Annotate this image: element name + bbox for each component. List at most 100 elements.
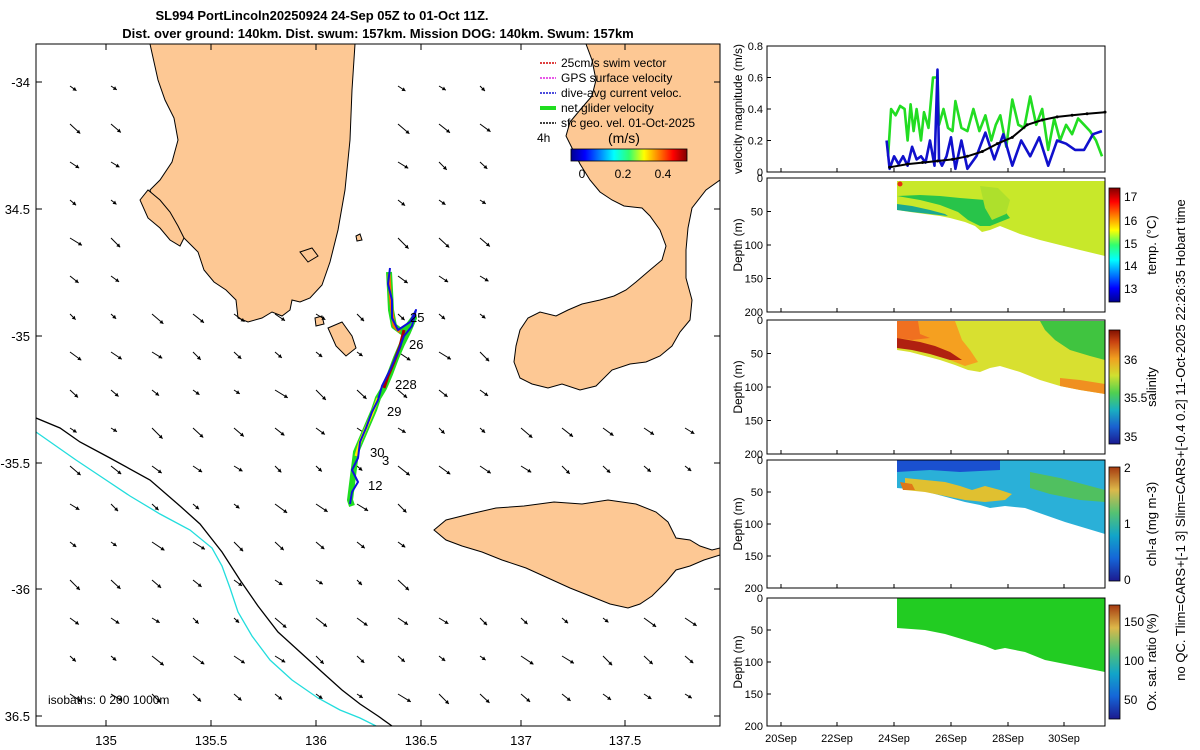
vector-arrow-head (112, 314, 117, 319)
sal-cb-36: 36 (1124, 353, 1138, 367)
vector-arrow-head (157, 584, 162, 588)
temp-cb-17: 17 (1124, 190, 1138, 204)
sfc-geo-point (1010, 135, 1014, 139)
vector-arrow-head (692, 622, 697, 626)
chla-panel: 0 50 100 150 200 Depth (m) 2 1 0 chl-a (mg m… (731, 455, 1159, 595)
vector-arrow-head (687, 694, 692, 699)
vector-arrow-head (323, 622, 327, 627)
title-line-1: SL994 PortLincoln20250924 24-Sep 05Z to … (155, 8, 488, 23)
vector-arrow-head (481, 428, 486, 433)
chla-cb-1: 1 (1124, 517, 1131, 531)
vector-arrow-head (481, 87, 485, 91)
vector-arrow-head (404, 244, 409, 249)
date-tick-26sep: 26Sep (935, 733, 967, 745)
vector-arrow-head (441, 201, 446, 205)
colorbar-tick-0-2: 0.2 (615, 167, 632, 181)
side-note: no QC. Tlim=CARS+[-1 3] Slim=CARS+[-0.4 … (1173, 199, 1188, 680)
depth-tick-label: 0 (757, 315, 763, 327)
chla-cblabel: chl-a (mg m-3) (1144, 482, 1159, 567)
oxygen-ylabel: Depth (m) (731, 635, 745, 688)
lat-tick-34-5: 34.5 (5, 202, 30, 217)
vector-arrow-head (71, 657, 76, 662)
vector-arrow-head (112, 542, 117, 547)
vector-arrow-head (445, 243, 450, 248)
vector-arrow-head (360, 317, 365, 322)
date-tick-20sep: 20Sep (765, 733, 797, 745)
lon-tick-135-5: 135.5 (195, 733, 228, 748)
vel-ytick-label: 0.6 (748, 73, 763, 85)
vector-arrow-head (403, 621, 408, 625)
vector-arrow-head (76, 471, 81, 476)
vector-arrow-head (118, 697, 123, 701)
depth-tick-label: 0 (757, 593, 763, 605)
vector-arrow-head (159, 319, 164, 324)
vector-arrow-head (405, 129, 410, 134)
lat-tick-36-5: 36.5 (5, 709, 30, 724)
vector-arrow-head (442, 165, 447, 170)
vector-arrow-head (608, 661, 613, 666)
vector-arrow-head (237, 696, 242, 701)
vector-arrow-head (485, 699, 490, 703)
colorbar-label-ms: (m/s) (608, 130, 640, 146)
day-label-25: 25 (410, 310, 424, 325)
vector-arrow-head (156, 698, 161, 703)
vector-arrow-head (117, 470, 122, 475)
vector-arrow-head (444, 700, 449, 704)
vector-arrow-head (441, 315, 446, 320)
vector-arrow-head (321, 316, 326, 320)
vector-arrow-head (115, 163, 120, 168)
legend-swim-vector: 25cm/s swim vector (561, 56, 666, 70)
sfc-geo-point (995, 142, 999, 146)
sfc-geo-point (921, 161, 925, 165)
vector-arrow-head (320, 545, 325, 550)
vector-arrow-head (117, 355, 122, 360)
velocity-series-0 (886, 76, 1104, 157)
vector-arrow-head (282, 623, 287, 628)
date-tick-22sep: 22Sep (821, 733, 853, 745)
date-tick-24sep: 24Sep (878, 733, 910, 745)
vector-arrow-head (115, 619, 120, 624)
temp-cb-16: 16 (1124, 214, 1138, 228)
lat-tick-35-5: -35.5 (0, 456, 30, 471)
vector-arrow-head (157, 469, 162, 474)
vector-arrow-head (238, 582, 243, 586)
vector-arrow-head (197, 697, 202, 702)
vector-arrow-head (364, 507, 369, 511)
vector-arrow-head (358, 694, 363, 698)
vector-arrow-head (401, 201, 406, 206)
vector-arrow-head (528, 433, 533, 438)
vector-arrow-head (238, 467, 243, 472)
vector-arrow-head (402, 508, 407, 513)
vector-arrow-head (239, 547, 244, 552)
sal-cb-35-5: 35.5 (1124, 391, 1148, 405)
depth-tick-label: 100 (745, 382, 763, 394)
map-frame (35, 43, 721, 727)
vector-arrow-head (318, 695, 323, 699)
sfc-geo-point (980, 150, 984, 154)
depth-tick-label: 200 (745, 583, 763, 595)
sal-cb-35: 35 (1124, 430, 1138, 444)
vector-arrow-head (72, 428, 77, 433)
depth-tick-label: 100 (745, 519, 763, 531)
vector-arrow-head (198, 468, 203, 473)
depth-tick-label: 0 (757, 173, 763, 185)
vector-arrow-head (154, 506, 159, 511)
title-line-2: Dist. over ground: 140km. Dist. swum: 15… (122, 26, 634, 41)
vector-arrow-head (446, 128, 450, 133)
salinity-ylabel: Depth (m) (731, 360, 745, 413)
oxygen-panel: 0 50 100 150 200 Depth (m) 150 100 50 Ox. sa… (731, 593, 1159, 733)
glider-track (347, 267, 417, 507)
vector-arrow-head (278, 695, 283, 700)
depth-tick-label: 150 (745, 274, 763, 286)
sfc-geo-point (1085, 112, 1089, 116)
vector-arrow-head (443, 393, 448, 397)
vector-arrow-head (441, 86, 446, 91)
vector-arrow-head (607, 696, 612, 700)
salinity-panel: 0 50 100 150 200 Depth (m) 36 35.5 35 salini… (731, 315, 1159, 461)
depth-tick-label: 100 (745, 657, 763, 669)
vector-arrow-head (400, 658, 405, 662)
legend-sfc-geo: sfc geo. vel. 01-Oct-2025 (561, 116, 695, 130)
vector-arrow-head (569, 659, 574, 664)
day-label-12: 12 (368, 478, 382, 493)
